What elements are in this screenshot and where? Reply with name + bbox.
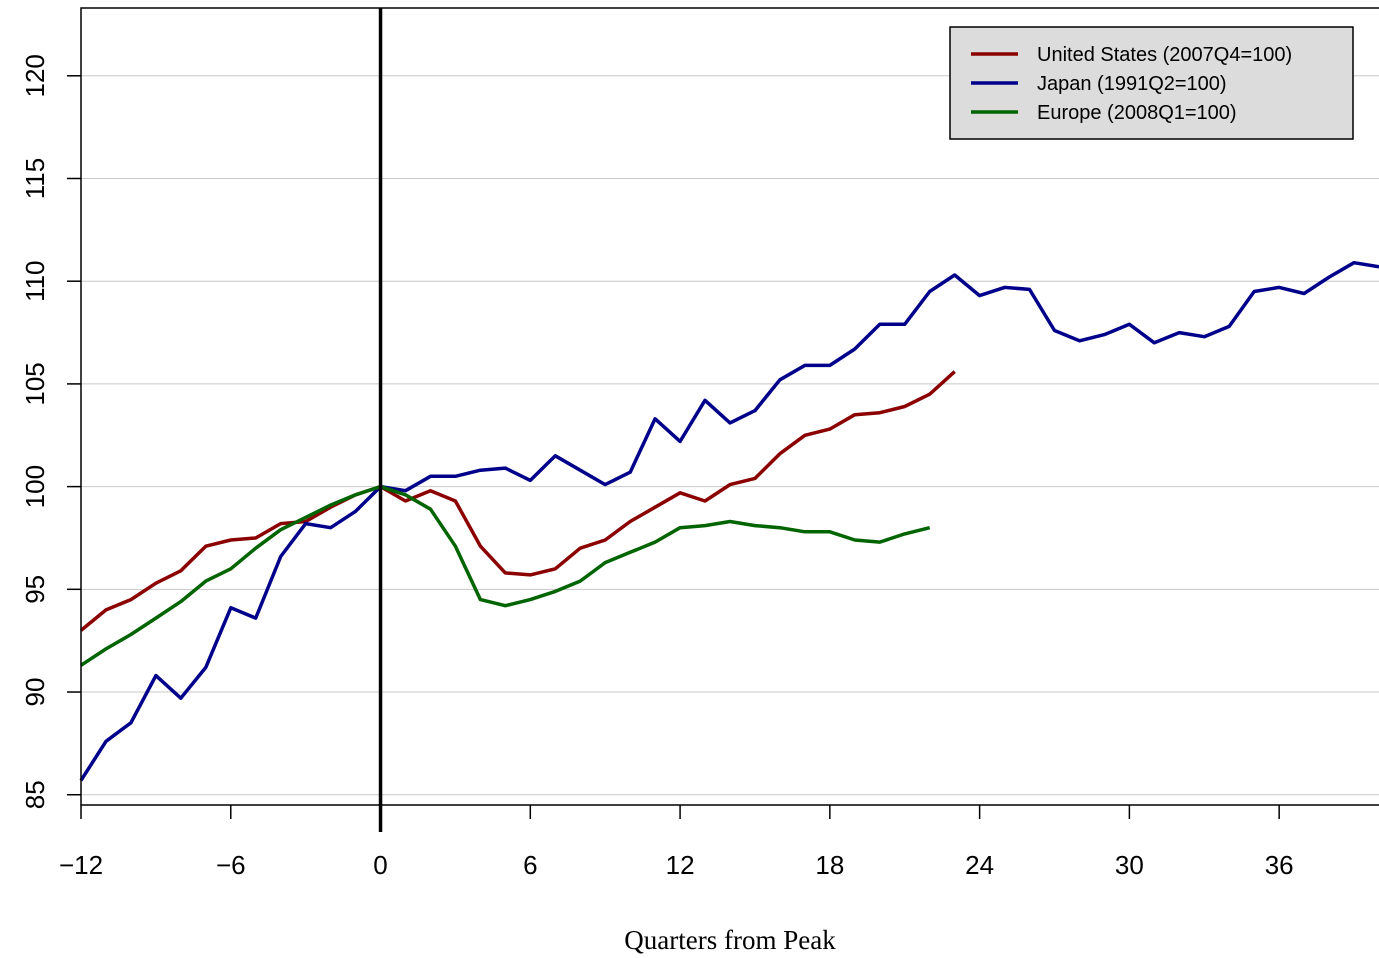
x-tick-label: −6 (216, 850, 246, 880)
series-lines (79, 260, 1379, 782)
series-line-0 (79, 370, 956, 632)
x-tick-label: 0 (373, 850, 387, 880)
y-tick-label: 85 (20, 780, 50, 809)
plot-frame (80, 7, 1379, 806)
y-tick-label: 105 (20, 362, 50, 405)
x-tick-label: 6 (523, 850, 537, 880)
x-tick-label: 24 (965, 850, 994, 880)
y-tick-label: 115 (20, 158, 50, 199)
y-tick-label: 120 (20, 54, 50, 97)
y-tick-label: 100 (20, 465, 50, 508)
legend-label: Japan (1991Q2=100) (1037, 73, 1227, 95)
x-tick-label: 18 (815, 850, 844, 880)
y-tick-label: 90 (20, 678, 50, 707)
x-tick-label: −12 (59, 850, 103, 880)
series-line-1 (79, 260, 1379, 782)
y-axis: 85 90 95 100 105 110 115 120 (20, 54, 81, 809)
y-tick-label: 95 (20, 575, 50, 604)
grid-lines (81, 75, 1379, 796)
series-line-2 (80, 484, 931, 667)
x-tick-label: 30 (1115, 850, 1144, 880)
legend-label: United States (2007Q4=100) (1037, 44, 1292, 66)
x-tick-label: 36 (1265, 850, 1294, 880)
x-axis-title: Quarters from Peak (624, 925, 836, 955)
y-tick-label: 110 (20, 260, 50, 301)
x-axis: −12 −6 0 6 12 18 24 30 36 (59, 805, 1294, 880)
x-tick-label: 12 (666, 850, 695, 880)
legend-label: Europe (2008Q1=100) (1037, 102, 1237, 124)
legend: United States (2007Q4=100) Japan (1991Q2=… (949, 26, 1354, 140)
